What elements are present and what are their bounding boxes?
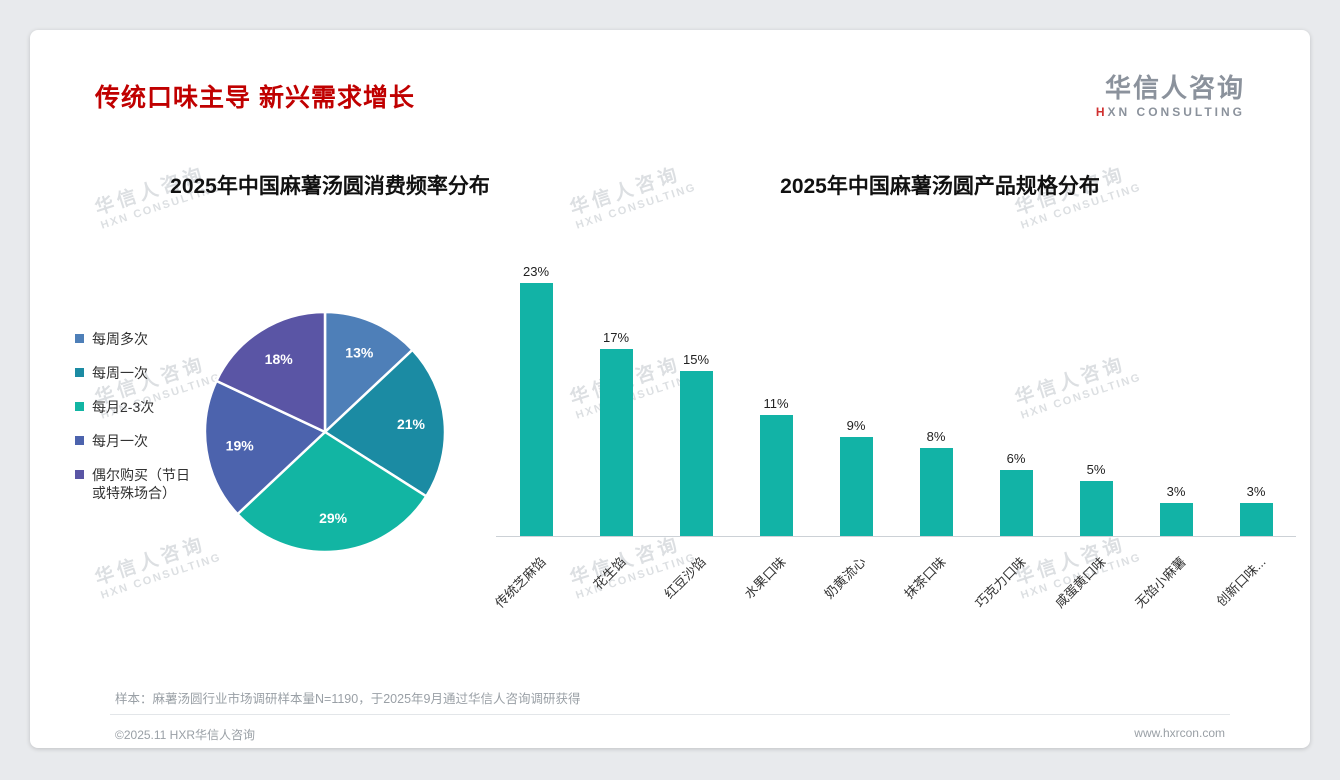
bar-chart: 23% 17% 15% 11% 9% 8% 6% 5% 3% 3% — [496, 251, 1296, 537]
logo-english-name: HXN CONSULTING — [1095, 104, 1245, 119]
bar — [1239, 503, 1273, 536]
company-logo: 华信人咨询 HXN CONSULTING — [1096, 74, 1245, 119]
legend-item: 每周多次 — [75, 330, 225, 349]
copyright-text: ©2025.11 HXR华信人咨询 — [115, 728, 255, 742]
bar-category-axis: 传统芝麻馅 花生馅 红豆沙馅 水果口味 奶黄流心 抹茶口味 巧克力口味 咸蛋黄口味 无馅小麻薯创… — [492, 540, 1296, 660]
sample-footnote: 样本：麻薯汤圆行业市场调研样本量N=1190，于2025年9月通过华信人咨询调研… — [115, 692, 581, 706]
bar-group: 3% — [1136, 251, 1216, 536]
bar — [1159, 503, 1193, 536]
bar — [919, 448, 953, 536]
pie-slice-value-label: 13% — [345, 345, 374, 361]
legend-label: 每周多次 — [92, 331, 148, 347]
pie-slice — [323, 348, 447, 498]
legend-label: 每周一次 — [92, 364, 148, 381]
pie-chart: 13% 21% 29% 19% 18% — [203, 310, 447, 554]
slide-card: 华信人咨询 HXN CONSULTING 华信人咨询 HXN CONSULTING 华信… — [30, 30, 1310, 748]
legend-swatch — [75, 367, 84, 377]
bar-category-label: 咸蛋黄口味 — [1052, 554, 1109, 611]
bar — [1079, 481, 1113, 536]
pie-slice-value-label: 19% — [226, 438, 255, 454]
bar — [839, 437, 873, 536]
legend-swatch — [75, 469, 84, 479]
pie-slice-value-label: 29% — [319, 510, 348, 526]
pie-slice — [323, 310, 414, 434]
pie-slice — [215, 310, 327, 434]
legend-swatch — [75, 401, 84, 411]
bar-group: 9% — [816, 251, 896, 536]
bar — [759, 415, 793, 536]
legend-label: 偶尔购买（节日 或特殊场合） — [92, 466, 190, 502]
bar-value-label: 9% — [846, 418, 866, 433]
bar-group: 17% — [576, 251, 656, 536]
bar-category-label: 创新口味... — [1213, 554, 1269, 610]
bar — [599, 349, 633, 536]
bar-value-label: 23% — [522, 264, 550, 279]
website-url: www.hxrcon.com — [1134, 726, 1225, 740]
bar-category-label: 奶黄流心 — [821, 554, 869, 602]
pie-slice-value-label: 21% — [397, 416, 426, 432]
bar-value-label: 3% — [1246, 484, 1266, 499]
pie-legend: 每周多次每周一次每月2-3次 每月一次偶尔购买（节日 或特殊场合） — [75, 330, 225, 518]
footer-divider — [110, 714, 1230, 715]
legend-swatch — [75, 334, 84, 343]
bar-group: 15% — [656, 251, 736, 536]
bar-value-label: 8% — [926, 429, 946, 444]
bar-group: 3% — [1216, 251, 1296, 536]
bar — [999, 470, 1033, 536]
bar-value-label: 11% — [763, 396, 789, 411]
bar — [519, 283, 553, 536]
bar-value-label: 6% — [1006, 451, 1026, 466]
bar-category-label: 花生馅 — [590, 554, 629, 593]
bar-group: 5% — [1056, 251, 1136, 536]
bar-group: 23% — [496, 251, 576, 536]
bar-value-label: 3% — [1166, 484, 1186, 499]
pie-slice — [203, 379, 327, 516]
bar — [679, 371, 713, 536]
legend-item: 每周一次 — [75, 364, 225, 383]
legend-item: 偶尔购买（节日 或特殊场合） — [75, 466, 225, 504]
bar-value-label: 5% — [1086, 462, 1106, 477]
pie-slice-value-label: 18% — [265, 351, 294, 367]
bar-value-label: 15% — [682, 352, 710, 367]
pie-slice — [236, 430, 428, 554]
legend-swatch — [75, 435, 84, 445]
bar-category-label: 水果口味 — [741, 554, 789, 602]
logo-chinese-name: 华信人咨询 — [1104, 73, 1245, 103]
pie-chart-title: 2025年中国麻薯汤圆消费频率分布 — [170, 175, 490, 198]
bar-category-label: 红豆沙馅 — [661, 554, 709, 602]
bar-category-label: 巧克力口味 — [972, 554, 1029, 611]
bar-group: 11% — [736, 251, 816, 536]
legend-item: 每月一次 — [75, 432, 225, 451]
legend-item: 每月2-3次 — [75, 398, 225, 417]
bar-group: 6% — [976, 251, 1056, 536]
bar-category-label: 抹茶口味 — [901, 554, 949, 602]
slide-title: 传统口味主导 新兴需求增长 — [95, 84, 415, 112]
legend-label: 每月2-3次 — [92, 398, 155, 415]
bar-category-label: 无馅小麻薯 — [1132, 554, 1189, 611]
bar-group: 8% — [896, 251, 976, 536]
bar-chart-title: 2025年中国麻薯汤圆产品规格分布 — [780, 175, 1100, 198]
legend-label: 每月一次 — [92, 432, 148, 449]
bar-category-label: 传统芝麻馅 — [492, 554, 549, 611]
bar-value-label: 17% — [602, 330, 630, 345]
